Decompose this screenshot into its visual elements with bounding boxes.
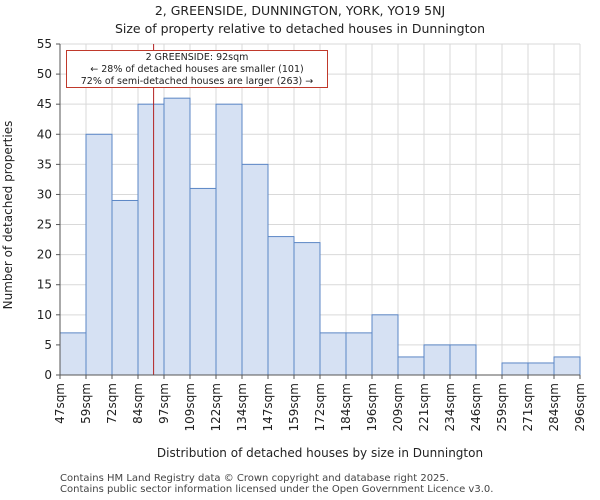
bar-221sqm (423, 344, 451, 376)
x-tick-label-84sqm: 84sqm (131, 383, 145, 424)
y-tick-label-40: 40 (37, 127, 52, 141)
y-tick-label-45: 45 (37, 97, 52, 111)
y-tick-label-50: 50 (37, 67, 52, 81)
x-tick-label-72sqm: 72sqm (105, 383, 119, 424)
x-tick-labels: 47sqm 59sqm 72sqm 84sqm 97sqm 109sqm 122sqm 134… (53, 375, 587, 431)
x-tick-label-159sqm: 159sqm (287, 383, 301, 431)
bar-122sqm (215, 103, 243, 376)
y-tick-label-25: 25 (37, 218, 52, 232)
footer-licence: Contains public sector information licen… (60, 484, 494, 495)
annotation-line2: ← 28% of detached houses are smaller (10… (90, 64, 304, 75)
annotation-line1: 2 GREENSIDE: 92sqm (145, 52, 249, 63)
y-tick-label-0: 0 (44, 368, 52, 382)
y-tick-label-35: 35 (37, 157, 52, 171)
bar-196sqm (371, 314, 399, 376)
chart-title-line1: 2, GREENSIDE, DUNNINGTON, YORK, YO19 5NJ (154, 3, 446, 18)
x-tick-label-296sqm: 296sqm (573, 383, 587, 431)
x-tick-label-259sqm: 259sqm (495, 383, 509, 431)
x-tick-label-47sqm: 47sqm (53, 383, 67, 424)
bar-47sqm (59, 332, 87, 376)
y-tick-label-20: 20 (37, 248, 52, 262)
x-tick-label-184sqm: 184sqm (339, 383, 353, 431)
x-tick-label-134sqm: 134sqm (235, 383, 249, 431)
annotation-line3: 72% of semi-detached houses are larger (… (80, 76, 314, 87)
bar-172sqm (319, 332, 347, 376)
x-tick-label-109sqm: 109sqm (183, 383, 197, 431)
bars-layer (59, 97, 581, 376)
y-tick-label-55: 55 (37, 37, 52, 51)
x-tick-label-122sqm: 122sqm (209, 383, 223, 431)
y-tick-label-30: 30 (37, 187, 52, 201)
x-tick-label-221sqm: 221sqm (417, 383, 431, 431)
bar-72sqm (111, 199, 139, 376)
y-tick-labels: 0 5 10 15 20 25 30 35 40 45 50 55 (37, 37, 60, 382)
x-axis-label: Distribution of detached houses by size … (157, 446, 483, 460)
bar-84sqm (137, 103, 165, 376)
bar-234sqm (449, 344, 477, 376)
bar-97sqm (163, 97, 191, 376)
bar-184sqm (345, 332, 373, 376)
bar-259sqm (501, 362, 529, 376)
x-tick-label-147sqm: 147sqm (261, 383, 275, 431)
bar-134sqm (241, 163, 269, 376)
bar-147sqm (267, 236, 295, 376)
chart-title-line2: Size of property relative to detached ho… (114, 21, 486, 36)
bar-59sqm (85, 133, 113, 376)
footer-copyright: Contains HM Land Registry data © Crown c… (60, 473, 449, 484)
x-tick-label-172sqm: 172sqm (313, 383, 327, 431)
y-axis-label: Number of detached properties (1, 121, 15, 310)
x-tick-label-209sqm: 209sqm (391, 383, 405, 431)
bar-109sqm (189, 187, 217, 376)
bar-159sqm (293, 242, 321, 376)
bar-209sqm (397, 356, 425, 376)
bar-284sqm (553, 356, 581, 376)
x-tick-label-97sqm: 97sqm (157, 383, 171, 424)
y-tick-label-15: 15 (37, 278, 52, 292)
x-tick-label-234sqm: 234sqm (443, 383, 457, 431)
y-tick-label-5: 5 (44, 338, 52, 352)
x-tick-label-246sqm: 246sqm (469, 383, 483, 431)
property-annotation-box: 2 GREENSIDE: 92sqm ← 28% of detached hou… (66, 50, 328, 88)
bar-271sqm (527, 362, 555, 376)
x-tick-label-284sqm: 284sqm (547, 383, 561, 431)
x-tick-label-59sqm: 59sqm (79, 383, 93, 424)
x-tick-label-271sqm: 271sqm (521, 383, 535, 431)
x-tick-label-196sqm: 196sqm (365, 383, 379, 431)
y-tick-label-10: 10 (37, 308, 52, 322)
